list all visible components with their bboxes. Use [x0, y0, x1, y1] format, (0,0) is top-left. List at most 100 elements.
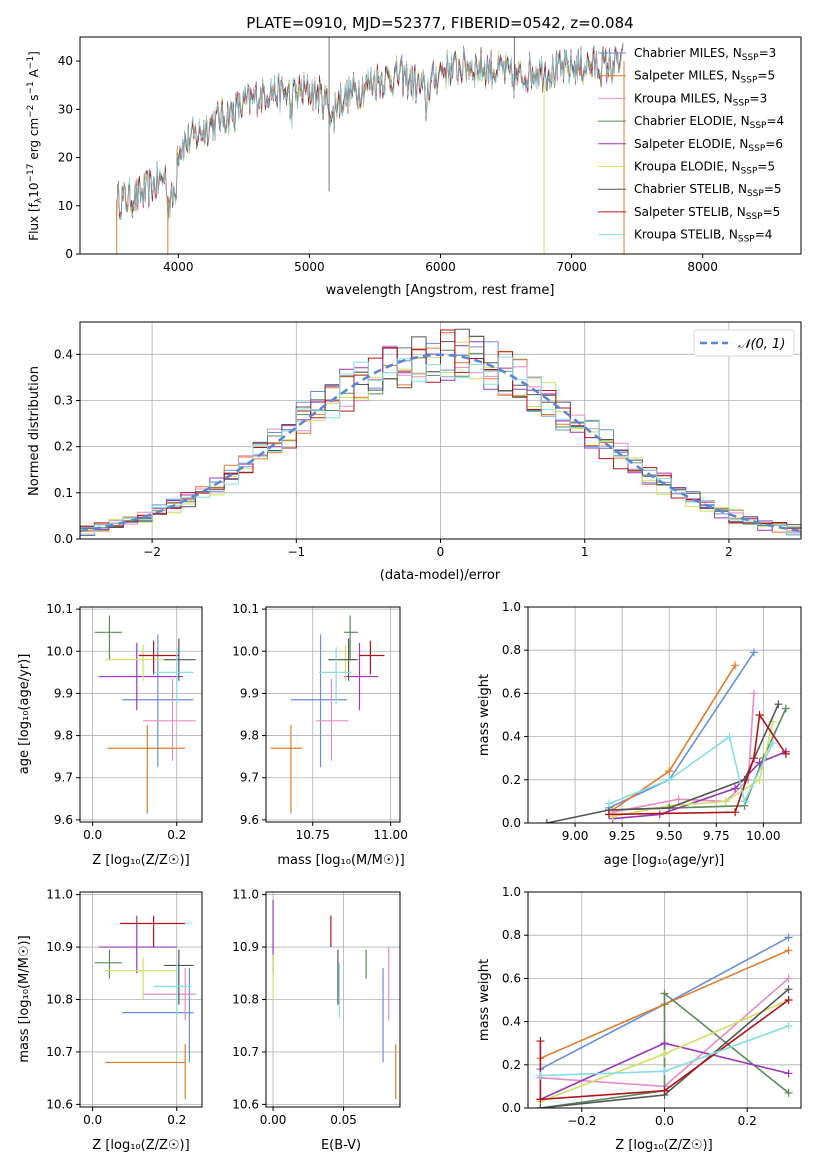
y-tick-label: 10.6	[232, 1097, 259, 1111]
weight-marker	[784, 996, 793, 1004]
y-tick-label: 9.9	[240, 686, 259, 700]
x-tick-label: 0	[437, 545, 445, 559]
y-tick-label: 0.8	[502, 643, 521, 657]
spectrum-line-7	[116, 46, 624, 218]
weight-line-1	[612, 664, 736, 811]
axes-frame	[265, 891, 401, 1108]
y-tick-label: 10.0	[232, 644, 259, 658]
y-tick-label: 0.1	[54, 486, 73, 500]
spectrum-line-6	[116, 45, 624, 223]
age-vs-metallicity-plot: 0.0 0.2 9.6 9.7 9.8 9.9 10.0 10.1	[46, 602, 203, 842]
mwage-xlabel: age [log₁₀(age/yr)]	[604, 853, 725, 868]
spectrum-line-2	[116, 43, 624, 222]
y-tick-label: 0.8	[502, 928, 521, 942]
y-tick-label: 9.8	[54, 729, 73, 743]
weight-marker	[536, 1037, 545, 1046]
spectrum-xlabel: wavelength [Angstrom, rest frame]	[326, 283, 555, 298]
plot-area	[536, 933, 793, 1108]
weight-marker	[536, 1095, 545, 1104]
residuals-plot: −2 −1 0 1 2 0.0 0.1 0.2 0.3 0.4	[54, 321, 802, 559]
residuals-legend: 𝒩(0, 1)	[693, 329, 795, 357]
figure-title: PLATE=0910, MJD=52377, FIBERID=0542, z=0…	[246, 14, 633, 32]
normal-curve	[80, 353, 801, 533]
y-tick-label: 20	[58, 151, 73, 165]
weight-marker	[740, 797, 749, 806]
plot-area	[272, 899, 397, 1100]
massebv-xlabel: E(B-V)	[321, 1138, 361, 1153]
y-tick-label: 9.8	[240, 729, 259, 743]
y-tick-label: 10.1	[46, 602, 73, 616]
weight-marker	[604, 810, 613, 819]
weight-marker	[660, 1050, 669, 1058]
x-tick-label: 9.75	[703, 829, 730, 843]
axes-frame	[527, 891, 802, 1109]
weight-marker	[749, 689, 758, 698]
y-tick-label: 9.6	[240, 813, 259, 827]
weight-marker	[721, 797, 730, 806]
x-tick-label: 0.0	[83, 828, 102, 842]
y-tick-label: 11.0	[232, 888, 259, 902]
weight-marker	[781, 749, 790, 758]
spectrum-legend: Chabrier MILES, NSSP=3 Salpeter MILES, NS…	[598, 46, 784, 245]
x-tick-label: 9.50	[656, 829, 683, 843]
agemass-xlabel: mass [log₁₀(M/M☉)]	[277, 853, 404, 868]
y-tick-label: 0.4	[54, 347, 73, 361]
weight-line-7	[539, 999, 790, 1101]
y-tick-label: 9.7	[54, 771, 73, 785]
x-tick-label: −2	[143, 545, 161, 559]
legend-label: Chabrier STELIB, NSSP=5	[634, 182, 782, 199]
y-tick-label: 11.0	[46, 888, 73, 902]
weight-marker	[665, 775, 674, 784]
y-tick-label: 0.2	[54, 440, 73, 454]
y-tick-label: 40	[58, 54, 73, 68]
y-tick-label: 10.0	[46, 644, 73, 658]
y-tick-label: 0	[65, 247, 73, 261]
x-tick-label: 7000	[556, 260, 587, 274]
residuals-ylabel: Normed distribution	[27, 366, 42, 496]
x-tick-label: −0.2	[567, 1114, 596, 1128]
mass-vs-metallicity-plot: 0.0 0.2 10.6 10.7 10.8 10.9 11.0	[46, 888, 203, 1127]
weight-marker	[784, 974, 793, 983]
x-tick-label: 0.2	[167, 828, 186, 842]
spectrum-plot: 4000 5000 6000 7000 8000 0 10 20 30 40	[58, 36, 802, 274]
y-tick-label: 10.9	[232, 940, 259, 954]
x-tick-label: 9.00	[562, 829, 589, 843]
x-tick-label: 9.25	[609, 829, 636, 843]
axes-frame	[79, 891, 203, 1108]
x-tick-label: −1	[287, 545, 305, 559]
plot-area	[270, 615, 385, 814]
residuals-xlabel: (data-model)/error	[380, 568, 501, 583]
y-tick-label: 10.8	[46, 993, 73, 1007]
y-tick-label: 0.2	[502, 773, 521, 787]
y-tick-label: 0.4	[502, 730, 521, 744]
y-tick-label: 9.6	[54, 813, 73, 827]
mass-weight-vs-metallicity-plot: −0.2 0.0 0.2 0.0 0.2 0.4 0.6 0.8 1.0	[502, 885, 802, 1128]
x-tick-label: 11.00	[373, 828, 407, 842]
mwZ-xlabel: Z [log₁₀(Z/Z☉)]	[615, 1138, 712, 1153]
legend-label: Chabrier MILES, NSSP=3	[634, 46, 776, 63]
y-tick-label: 1.0	[502, 885, 521, 899]
weight-marker	[755, 775, 764, 784]
y-tick-label: 0.0	[54, 532, 73, 546]
ageZ-xlabel: Z [log₁₀(Z/Z☉)]	[92, 853, 189, 868]
legend-label: Kroupa MILES, NSSP=3	[634, 91, 767, 108]
spectrum-line-0	[116, 45, 624, 220]
y-tick-label: 0.6	[502, 971, 521, 985]
legend-label: Salpeter ELODIE, NSSP=6	[634, 137, 783, 154]
mass-vs-ebv-plot: 0.00 0.05 10.6 10.7 10.8 10.9 11.0	[232, 888, 401, 1127]
y-tick-label: 9.7	[240, 771, 259, 785]
y-tick-label: 0.6	[502, 686, 521, 700]
axes-frame	[79, 606, 203, 823]
x-tick-label: 0.0	[655, 1114, 674, 1128]
x-tick-label: 0.05	[330, 1113, 357, 1127]
weight-marker	[784, 1021, 793, 1030]
weight-marker	[768, 739, 777, 748]
y-tick-label: 10.1	[232, 602, 259, 616]
y-tick-label: 1.0	[502, 600, 521, 614]
y-tick-label: 10.8	[232, 993, 259, 1007]
weight-marker	[784, 1069, 793, 1078]
axes-frame	[79, 36, 802, 255]
histogram-8	[80, 356, 801, 535]
plot-area	[542, 648, 790, 823]
spectrum-line-4	[116, 42, 624, 220]
